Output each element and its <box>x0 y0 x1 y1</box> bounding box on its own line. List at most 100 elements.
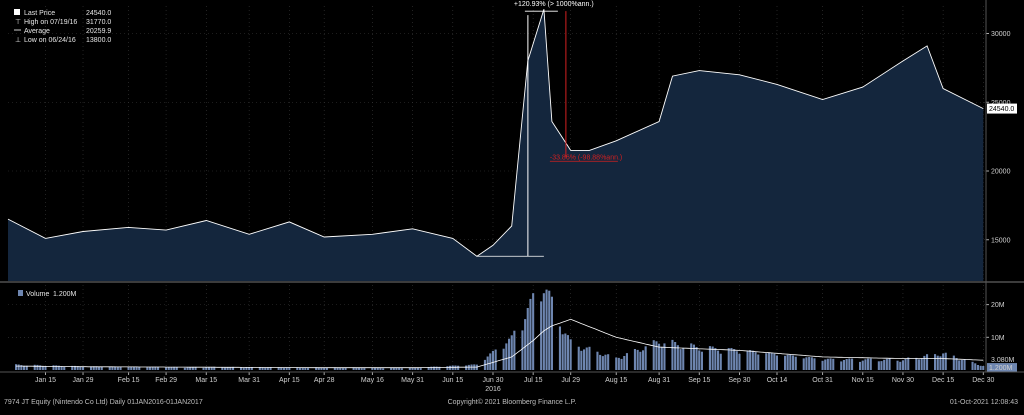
volume-bar <box>108 366 111 370</box>
volume-bar <box>625 353 628 370</box>
volume-bar <box>323 368 326 370</box>
volume-bar <box>934 354 937 370</box>
volume-bar <box>41 366 44 370</box>
volume-bar <box>451 365 454 370</box>
volume-bar <box>580 350 583 370</box>
volume-bar <box>98 366 101 370</box>
volume-bar <box>288 367 291 370</box>
volume-bar <box>899 361 902 370</box>
volume-bar <box>111 366 114 370</box>
volume-bar <box>489 353 492 370</box>
volume-bar <box>663 343 666 370</box>
price-area <box>8 9 984 281</box>
volume-bar <box>73 365 76 370</box>
last-price-swatch <box>14 9 20 15</box>
volume-bar <box>561 334 564 370</box>
legend-low-value: 13800.0 <box>86 37 111 44</box>
volume-bar <box>508 338 511 370</box>
footer-copyright: Copyright© 2021 Bloomberg Finance L.P. <box>448 398 577 406</box>
volume-bar <box>339 367 342 370</box>
volume-bar <box>719 353 722 370</box>
legend-volume-value: 1.200M <box>53 291 77 298</box>
volume-bar <box>848 358 851 370</box>
volume-y-tick-label: 10M <box>991 335 1005 342</box>
footer: 7974 JT Equity (Nintendo Co Ltd) Daily 0… <box>4 398 1018 406</box>
volume-bar <box>44 366 47 370</box>
volume-bar <box>901 360 904 370</box>
volume-bar <box>644 346 647 370</box>
volume-bar <box>698 350 701 370</box>
volume-bar <box>229 367 232 370</box>
volume-bar <box>979 365 982 370</box>
volume-bar <box>414 367 417 370</box>
x-tick-label: Feb 29 <box>155 377 177 384</box>
volume-bar <box>851 358 854 370</box>
volume-bar <box>730 348 733 370</box>
volume-bar <box>446 366 449 370</box>
x-tick-label: Jul 29 <box>561 377 580 384</box>
volume-bar <box>416 367 419 370</box>
volume-bar <box>695 347 698 370</box>
volume-bar <box>132 366 135 370</box>
volume-bar <box>55 365 58 370</box>
volume-bar <box>57 365 60 370</box>
volume-bar <box>411 367 414 370</box>
volume-bar <box>320 367 323 370</box>
volume-bar <box>307 367 310 370</box>
volume-bar <box>371 367 374 370</box>
volume-bar <box>333 367 336 370</box>
volume-bar <box>189 367 192 370</box>
legend-volume-label: Volume <box>26 291 49 298</box>
volume-ma-value-label: 3.080M <box>991 357 1015 364</box>
volume-bar <box>896 360 899 370</box>
volume-bar <box>154 366 157 370</box>
volume-bar <box>232 366 235 370</box>
volume-bar <box>642 350 645 370</box>
volume-bar <box>52 365 55 370</box>
volume-bar <box>888 358 891 370</box>
volume-bar <box>248 367 251 370</box>
volume-bar <box>465 365 468 370</box>
volume-bar <box>564 333 567 370</box>
volume-bar <box>805 357 808 370</box>
volume-bar <box>513 330 516 370</box>
x-tick-label: Dec 30 <box>972 377 994 384</box>
volume-bar <box>100 366 103 370</box>
volume-bar <box>119 366 122 370</box>
volume-bar <box>427 367 430 370</box>
volume-bar <box>357 367 360 370</box>
legend-high-value: 31770.0 <box>86 19 111 26</box>
volume-last-value-label: 1.200M <box>989 365 1013 372</box>
volume-bar <box>92 366 95 370</box>
volume-swatch <box>18 290 23 296</box>
volume-bar <box>529 298 532 370</box>
volume-bar <box>926 354 929 370</box>
volume-bar <box>802 358 805 370</box>
legend-avg-label: Average <box>24 28 50 35</box>
volume-bar <box>813 358 816 370</box>
volume-bar <box>363 368 366 370</box>
volume-bar <box>213 366 216 370</box>
x-axis: Jan 15 Jan 29 Feb 15 Feb 29 Mar 15 Mar 31 Apr … <box>35 372 995 393</box>
volume-bar <box>907 357 910 370</box>
volume-bar <box>148 367 151 370</box>
x-tick-label: Oct 31 <box>812 377 833 384</box>
volume-bar <box>599 354 602 370</box>
volume-bar <box>130 366 133 370</box>
x-tick-label: May 31 <box>401 377 424 384</box>
volume-bar <box>558 326 561 370</box>
x-tick-label: Mar 15 <box>195 377 217 384</box>
volume-bar <box>808 357 811 370</box>
volume-bar <box>974 363 977 370</box>
legend-high-label: High on 07/19/16 <box>24 19 77 26</box>
footer-timestamp: 01-Oct-2021 12:08:43 <box>950 399 1018 406</box>
volume-bar <box>955 358 958 370</box>
volume-bar <box>521 330 524 370</box>
volume-bar <box>821 360 824 370</box>
volume-bar <box>639 351 642 370</box>
volume-bar <box>542 293 545 370</box>
volume-bar <box>749 350 752 370</box>
volume-bar <box>569 339 572 370</box>
volume-bar <box>915 357 918 370</box>
volume-bar <box>79 366 82 370</box>
